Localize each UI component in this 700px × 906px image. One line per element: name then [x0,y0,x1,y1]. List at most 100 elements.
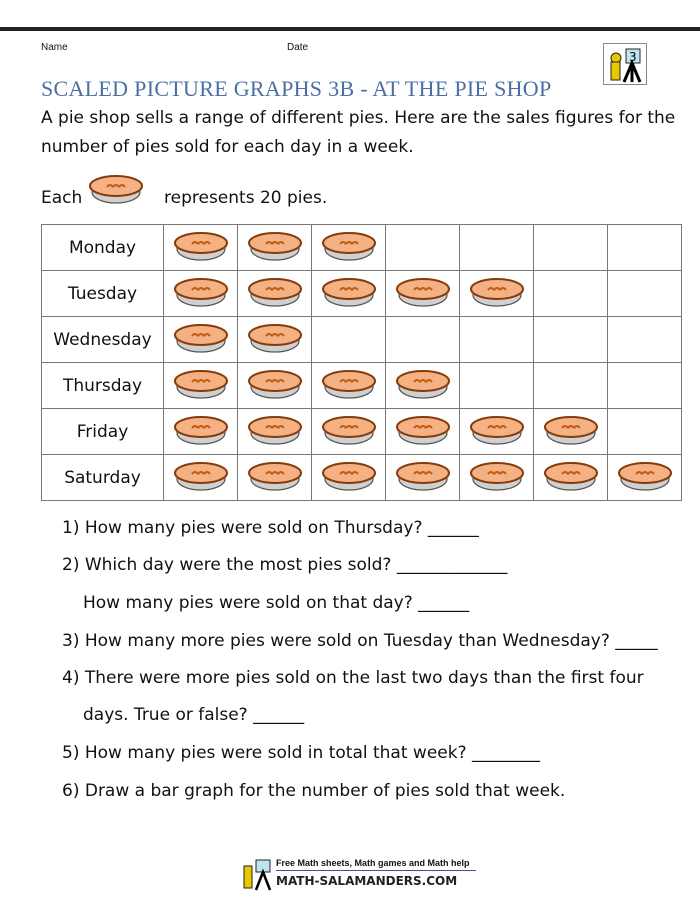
pie-icon [543,416,598,445]
pie-icon [173,278,228,307]
graph-cell [163,270,238,317]
footer-logo: Free Math sheets, Math games and Math he… [240,858,480,894]
pie-icon [247,324,302,353]
graph-cell [533,316,608,363]
graph-row: Saturday [41,454,682,501]
graph-cell [237,270,312,317]
pie-icon [321,370,376,399]
pie-icon [173,370,228,399]
pie-icon [247,278,302,307]
pie-icon [395,416,450,445]
graph-cell [385,270,460,317]
graph-cell [533,454,608,501]
pie-icon [469,278,524,307]
footer-salamander-icon [243,859,272,891]
question: How many pies were sold on that day? ___… [83,593,470,613]
pie-icon [321,278,376,307]
question: 1) How many pies were sold on Thursday? … [62,518,479,538]
graph-cell [385,454,460,501]
question: days. True or false? ______ [83,705,305,725]
graph-cell [385,362,460,409]
key-each: Each [41,188,83,208]
key-represents: represents 20 pies. [164,188,328,208]
graph-cell [237,224,312,271]
day-label: Wednesday [41,316,164,363]
name-label: Name [41,42,68,53]
salamander-logo: 3 [603,43,647,85]
graph-cell [385,224,460,271]
day-label: Thursday [41,362,164,409]
pie-icon [247,370,302,399]
footer-site: MATH-SALAMANDERS.COM [276,874,458,888]
graph-cell [237,408,312,455]
pie-icon [321,462,376,491]
graph-cell [533,408,608,455]
graph-cell [163,408,238,455]
graph-row: Thursday [41,362,682,409]
graph-cell [163,316,238,363]
pie-icon [543,462,598,491]
graph-cell [533,270,608,317]
graph-cell [237,454,312,501]
graph-cell [237,316,312,363]
pie-icon [617,462,672,491]
question: 2) Which day were the most pies sold? __… [62,555,508,575]
graph-cell [385,316,460,363]
graph-row: Monday [41,224,682,271]
pie-icon [395,278,450,307]
pie-icon [247,232,302,261]
pie-icon [321,232,376,261]
pie-icon [247,416,302,445]
graph-cell [607,454,682,501]
graph-cell [533,224,608,271]
picture-graph: Monday Tuesday Wednesday Thursday Friday Satu… [41,224,682,501]
graph-cell [459,454,534,501]
graph-row: Friday [41,408,682,455]
pie-icon [395,462,450,491]
graph-cell [459,270,534,317]
day-label: Monday [41,224,164,271]
pie-icon [88,172,144,212]
graph-cell [533,362,608,409]
graph-cell [311,224,386,271]
top-rule [0,27,700,31]
graph-cell [311,454,386,501]
pie-icon [321,416,376,445]
graph-cell [311,270,386,317]
graph-cell [459,224,534,271]
graph-row: Wednesday [41,316,682,363]
graph-cell [607,362,682,409]
graph-cell [607,316,682,363]
graph-cell [459,408,534,455]
graph-cell [607,270,682,317]
pie-icon [173,462,228,491]
question: 5) How many pies were sold in total that… [62,743,541,763]
day-label: Saturday [41,454,164,501]
graph-cell [311,408,386,455]
graph-cell [607,224,682,271]
graph-cell [311,316,386,363]
question: 6) Draw a bar graph for the number of pi… [62,781,566,801]
graph-cell [163,454,238,501]
graph-cell [607,408,682,455]
page-title: SCALED PICTURE GRAPHS 3B - AT THE PIE SH… [41,76,552,101]
graph-row: Tuesday [41,270,682,317]
pie-icon [173,232,228,261]
intro-text: A pie shop sells a range of different pi… [41,108,676,157]
graph-cell [237,362,312,409]
graph-cell [163,362,238,409]
graph-cell [163,224,238,271]
graph-cell [459,362,534,409]
pie-icon [173,416,228,445]
pie-icon [469,462,524,491]
logo-text: 3 [629,50,637,64]
footer-tagline: Free Math sheets, Math games and Math he… [276,858,470,868]
question: 4) There were more pies sold on the last… [62,668,644,688]
graph-cell [311,362,386,409]
date-label: Date [287,42,309,53]
question: 3) How many more pies were sold on Tuesd… [62,631,658,651]
pie-icon [247,462,302,491]
footer-divider [276,870,476,871]
day-label: Tuesday [41,270,164,317]
